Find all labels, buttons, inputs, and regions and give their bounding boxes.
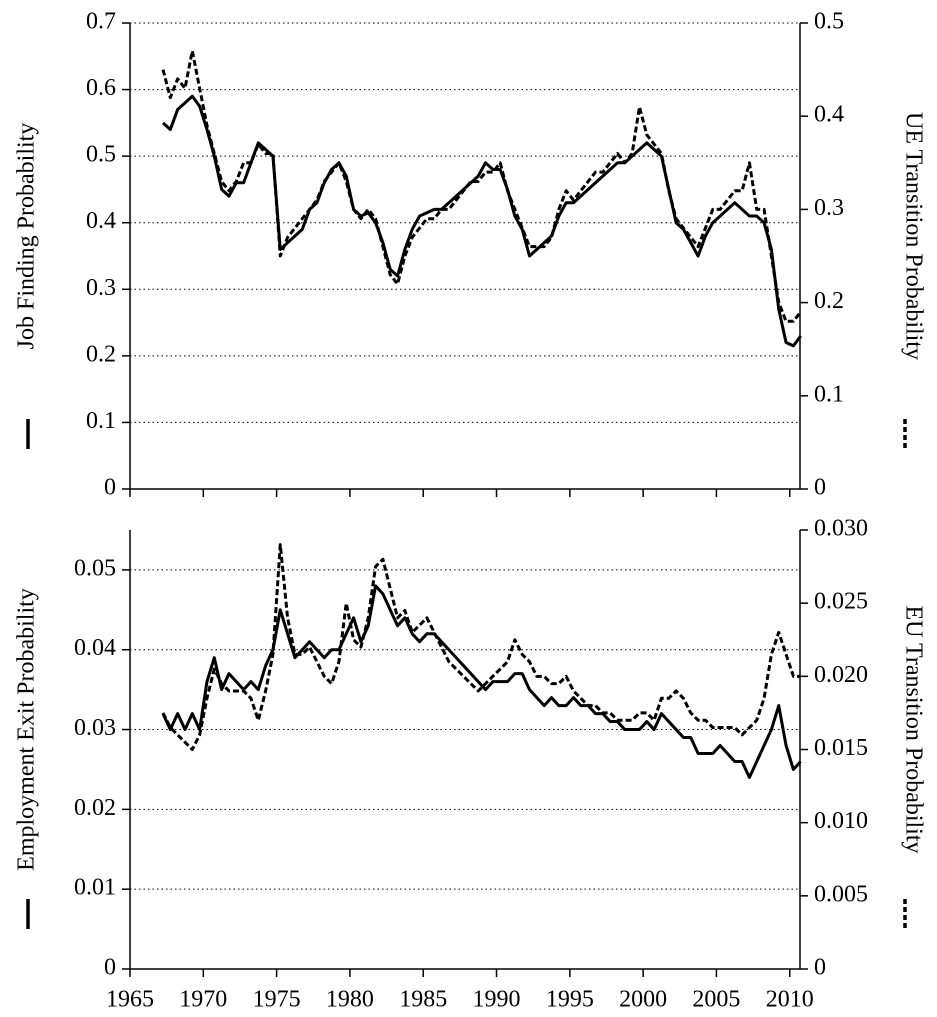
y-tick-label: 0.2: [86, 341, 116, 367]
x-tick-label: 1985: [399, 987, 447, 1013]
y-tick-label: 0.4: [86, 208, 116, 234]
y2-axis-label: EU Transition Probability: [900, 605, 926, 853]
y2-tick-label: 0.3: [814, 195, 844, 221]
y2-tick-label: 0: [814, 475, 826, 501]
x-tick-label: 2005: [692, 987, 740, 1013]
y-tick-label: 0.6: [86, 75, 116, 101]
y-tick-label: 0.01: [74, 875, 116, 901]
y-tick-label: 0.04: [74, 635, 116, 661]
x-tick-label: 1995: [546, 987, 594, 1013]
x-tick-label: 1980: [326, 987, 374, 1013]
y2-tick-label: 0.5: [814, 9, 844, 35]
y-tick-label: 0.5: [86, 142, 116, 168]
y-tick-label: 0.02: [74, 795, 116, 821]
y-axis-label: Job Finding Probability: [14, 123, 40, 350]
y-tick-label: 0.7: [86, 9, 116, 35]
y-tick-label: 0.1: [86, 408, 116, 434]
series-line: [161, 543, 801, 751]
y-tick-label: 0.03: [74, 715, 116, 741]
y2-tick-label: 0.015: [814, 735, 868, 761]
y-tick-label: 0.05: [74, 555, 116, 581]
y2-axis-label: UE Transition Probability: [900, 112, 926, 360]
y2-tick-label: 0: [814, 955, 826, 981]
y2-tick-label: 0.020: [814, 662, 868, 688]
y2-tick-label: 0.4: [814, 102, 844, 128]
y2-tick-label: 0.025: [814, 589, 868, 615]
y2-tick-label: 0.2: [814, 288, 844, 314]
series-line: [161, 584, 802, 779]
y-tick-label: 0: [104, 475, 116, 501]
y-tick-label: 0.3: [86, 275, 116, 301]
x-tick-label: 1990: [473, 987, 521, 1013]
series-line: [161, 49, 802, 323]
x-tick-label: 2000: [619, 987, 667, 1013]
y2-tick-label: 0.010: [814, 808, 868, 834]
x-tick-label: 2010: [766, 987, 814, 1013]
y-tick-label: 0: [104, 955, 116, 981]
y2-tick-label: 0.030: [814, 516, 868, 542]
y2-tick-label: 0.1: [814, 381, 844, 407]
x-tick-label: 1975: [253, 987, 301, 1013]
y2-tick-label: 0.005: [814, 881, 868, 907]
y-axis-label: Employment Exit Probability: [14, 588, 40, 871]
x-tick-label: 1970: [179, 987, 227, 1013]
x-tick-label: 1965: [106, 987, 154, 1013]
series-line: [161, 94, 802, 348]
